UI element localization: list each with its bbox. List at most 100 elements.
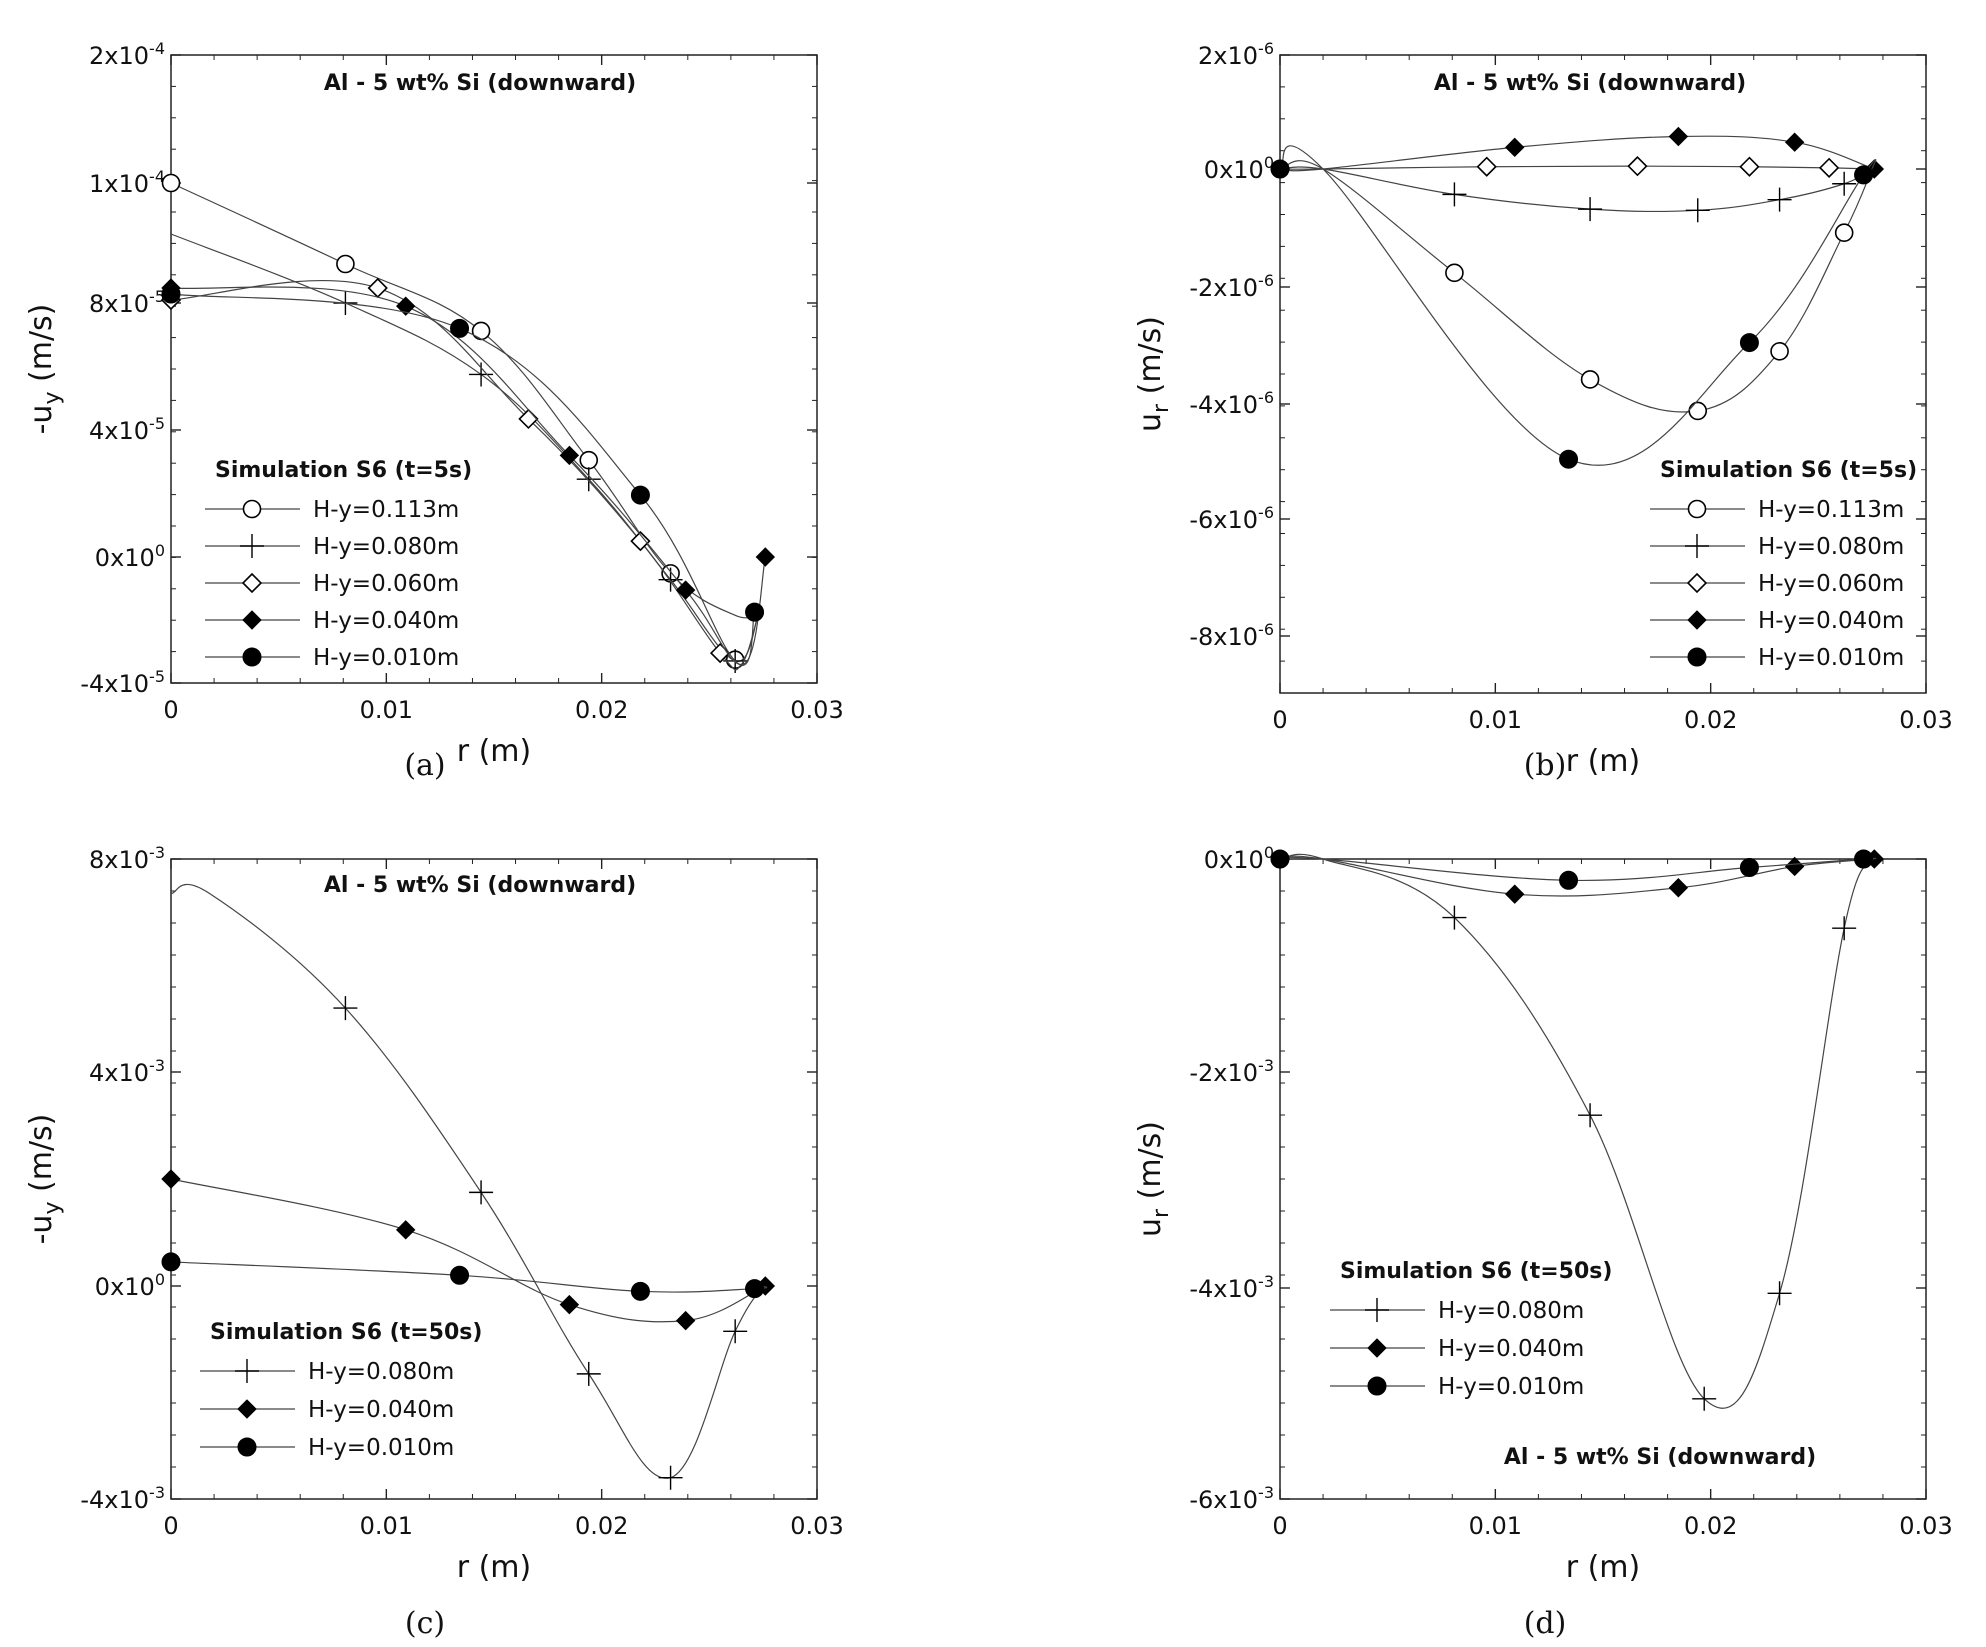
series-line [1279,165,1873,170]
data-point [1832,171,1857,196]
data-point [559,445,580,466]
y-tick-label-mantissa: -4x10 [1189,391,1258,419]
data-point [1692,1386,1717,1411]
y-tick-label: 8x10-5 [89,287,165,318]
y-tick-label-exponent: -6 [1258,388,1274,407]
data-point [471,321,491,341]
legend: Simulation S6 (t=50s) H-y=0.080m H-y=0.040… [1330,1259,1612,1400]
x-tick-label: 0.02 [1684,1512,1737,1540]
legend: Simulation S6 (t=5s) H-y=0.113m H-y=0.080m… [1650,458,1917,671]
panel-label: (a) [404,748,445,783]
x-tick-label: 0 [163,696,178,724]
y-tick-label-mantissa: 0x10 [1204,846,1264,874]
y-tick-label-exponent: -6 [1258,620,1274,639]
y-tick-label-mantissa: -2x10 [1189,1059,1258,1087]
legend: Simulation S6 (t=5s) H-y=0.113m H-y=0.080m… [205,458,472,671]
y-tick-label-mantissa: 1x10 [89,170,149,198]
x-tick-label: 0.03 [1899,1512,1952,1540]
data-point [630,530,651,552]
y-tick-label-mantissa: -4x10 [1189,1275,1258,1303]
legend-label: H-y=0.040m [308,1397,454,1423]
series-line [1279,855,1875,897]
x-tick-label: 0.03 [790,1512,843,1540]
y-tick-label: -6x10-3 [1189,1483,1274,1514]
x-tick-label: 0.01 [1469,1512,1522,1540]
data-point [1578,197,1603,222]
data-point [1505,137,1525,158]
y-tick-label-mantissa: -8x10 [1189,623,1258,651]
legend-marker [1685,534,1709,558]
legend-marker [240,534,264,558]
legend-marker [242,499,262,519]
y-tick-label: -6x10-6 [1189,503,1274,534]
data-point [469,362,494,387]
data-point [396,1220,416,1240]
y-tick-label-mantissa: 0x10 [95,544,155,572]
series-H-y=0.040m [1279,849,1885,904]
data-point [1832,916,1857,941]
data-point [336,254,355,274]
data-point [576,1361,601,1386]
data-point [1270,849,1290,869]
y-tick-label-exponent: 0 [155,1270,165,1289]
series-H-y=0.113m [1279,160,1873,421]
legend-label: H-y=0.010m [1438,1374,1584,1400]
y-axis-title-subscript: y [40,1202,65,1215]
data-point [1559,449,1579,469]
series-line [170,182,760,619]
legend-label: H-y=0.040m [1438,1336,1584,1362]
data-point [630,485,650,505]
panel-label: (c) [405,1606,445,1641]
data-point [745,602,765,622]
data-point [161,1252,181,1272]
series-line [170,1178,766,1323]
y-tick-label-mantissa: 2x10 [1198,42,1258,70]
x-axis-title: r (m) [1566,744,1641,779]
data-point [1739,333,1759,353]
legend-label: H-y=0.113m [313,497,459,523]
series-line [1279,145,1877,466]
x-tick-label: 0.01 [1469,706,1522,734]
y-tick-label: 1x10-4 [89,167,165,198]
y-tick-label: -8x10-6 [1189,620,1274,651]
y-axis-title: ur (m/s) [1133,1121,1174,1237]
series-line [1279,166,1873,213]
legend-label: H-y=0.060m [1758,571,1904,597]
plot-frame [170,54,818,684]
data-point [1668,878,1689,898]
legend-marker [242,610,262,630]
legend-label: H-y=0.010m [1758,645,1904,671]
y-tick-label-mantissa: -4x10 [80,1486,149,1514]
data-point [675,580,696,600]
y-tick-label-exponent: -3 [1258,1056,1274,1075]
y-tick-label-mantissa: 0x10 [1204,156,1264,184]
data-point [1818,157,1840,178]
y-tick-label-exponent: 0 [1264,843,1274,862]
data-point [755,547,776,567]
data-point [1442,905,1467,930]
y-tick-label-mantissa: -6x10 [1189,1486,1258,1514]
plot-frame [1279,858,1927,1500]
y-axis-title-subscript: y [40,392,65,405]
y-tick-label-exponent: -3 [1258,1483,1274,1502]
y-tick-label: -4x10-3 [1189,1272,1274,1303]
series-line [1279,160,1873,413]
y-axis-title-base: u [1133,413,1168,432]
data-point [1739,858,1759,878]
x-tick-label: 0.01 [360,696,413,724]
series-line [170,279,760,671]
plot-frame [1279,54,1927,694]
data-point [1770,342,1789,361]
chart-panel-a: 0 0.01 0.02 0.03-4x10-50x1004x10-58x10-51x1… [24,39,844,783]
y-axis-title: -uy (m/s) [24,1114,65,1245]
data-point [1580,370,1600,389]
y-tick-label: -2x10-3 [1189,1056,1274,1087]
series-H-y=0.010m [161,284,765,666]
data-point [1668,126,1689,147]
legend-marker [242,647,262,667]
chart-annotation: Al - 5 wt% Si (downward) [1434,71,1746,96]
data-point [579,450,599,470]
legend-label: H-y=0.080m [1758,534,1904,560]
data-point [161,1169,181,1189]
